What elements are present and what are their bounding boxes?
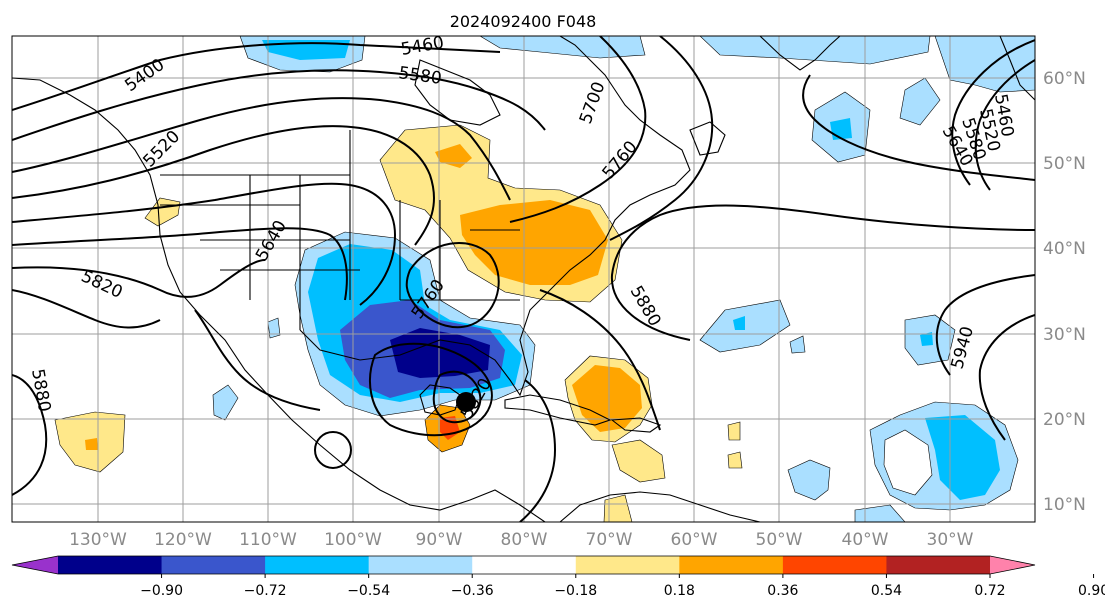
colorbar-segment bbox=[161, 556, 266, 574]
colorbar-segment bbox=[472, 556, 577, 574]
lon-label: 120°W bbox=[154, 530, 212, 550]
lon-label: 110°W bbox=[239, 530, 297, 550]
map-frame bbox=[11, 35, 1036, 523]
graticule bbox=[12, 36, 1035, 522]
colorbar-extend-low bbox=[12, 556, 58, 574]
colorbar: −0.90 −0.72 −0.54 −0.36 −0.18 0.18 0.36 0.54 0.7… bbox=[11, 555, 1105, 599]
lon-label: 70°W bbox=[586, 530, 633, 550]
longitude-labels: 130°W 120°W 110°W 100°W 90°W 80°W 70°W 6… bbox=[69, 530, 974, 550]
colorbar-tick-label: 0.54 bbox=[871, 583, 902, 599]
lon-label: 100°W bbox=[324, 530, 382, 550]
lat-label: 20°N bbox=[1043, 410, 1086, 430]
colorbar-segment bbox=[679, 556, 784, 574]
lon-label: 90°W bbox=[416, 530, 463, 550]
colorbar-tick-label: −0.72 bbox=[244, 583, 287, 599]
lat-label: 10°N bbox=[1043, 495, 1086, 515]
lon-label: 80°W bbox=[501, 530, 548, 550]
colorbar-extend-high bbox=[990, 556, 1035, 574]
lon-label: 40°W bbox=[842, 530, 889, 550]
lat-label: 40°N bbox=[1043, 239, 1086, 259]
colorbar-tick-label: −0.54 bbox=[347, 583, 390, 599]
lon-label: 30°W bbox=[927, 530, 974, 550]
colorbar-segment bbox=[782, 556, 887, 574]
colorbar-tick-label: 0.18 bbox=[664, 583, 695, 599]
colorbar-outline bbox=[11, 555, 1036, 575]
colorbar-tick-label: 0.90 bbox=[1078, 583, 1105, 599]
lat-label: 30°N bbox=[1043, 325, 1086, 345]
contour-label: 5460 bbox=[399, 33, 445, 60]
map-title: 2024092400 F048 bbox=[450, 12, 597, 31]
lon-label: 60°W bbox=[671, 530, 718, 550]
coastlines bbox=[12, 36, 1035, 522]
lon-label: 50°W bbox=[756, 530, 803, 550]
lat-label: 50°N bbox=[1043, 154, 1086, 174]
storm-center-marker bbox=[456, 392, 476, 412]
colorbar-segment bbox=[368, 556, 473, 574]
colorbar-tick-label: 0.72 bbox=[974, 583, 1005, 599]
colorbar-tick-label: 0.36 bbox=[767, 583, 798, 599]
colorbar-segment bbox=[265, 556, 370, 574]
latitude-labels: 60°N 50°N 40°N 30°N 20°N 10°N bbox=[1043, 69, 1086, 515]
colorbar-segment bbox=[575, 556, 680, 574]
lat-label: 60°N bbox=[1043, 69, 1086, 89]
height-contours bbox=[12, 36, 1035, 522]
map-panel: 5400 5460 5520 5580 5640 5700 5760 5820 … bbox=[12, 33, 1035, 522]
colorbar-tick-label: −0.90 bbox=[140, 583, 183, 599]
colorbar-segment bbox=[58, 556, 163, 574]
colorbar-segment bbox=[886, 556, 991, 574]
colorbar-tick-label: −0.36 bbox=[451, 583, 494, 599]
colorbar-tick-label: −0.18 bbox=[554, 583, 597, 599]
lon-label: 130°W bbox=[69, 530, 127, 550]
